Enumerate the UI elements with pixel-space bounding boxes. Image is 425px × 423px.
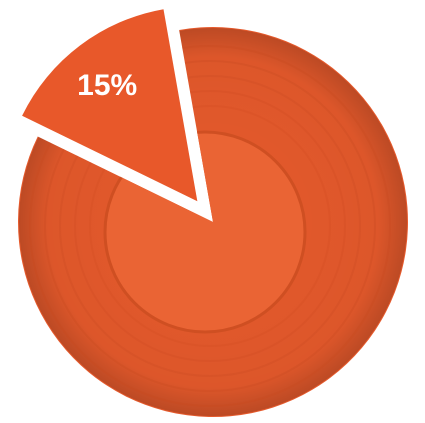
value-label: 15% [77, 69, 137, 102]
pie-slice [22, 9, 198, 202]
pie: 15% [17, 9, 408, 418]
plate-ring [29, 45, 391, 407]
plate-ring [44, 60, 376, 392]
plate-ring [89, 105, 331, 347]
plate-ring [59, 75, 361, 377]
plate-ring [74, 90, 346, 362]
